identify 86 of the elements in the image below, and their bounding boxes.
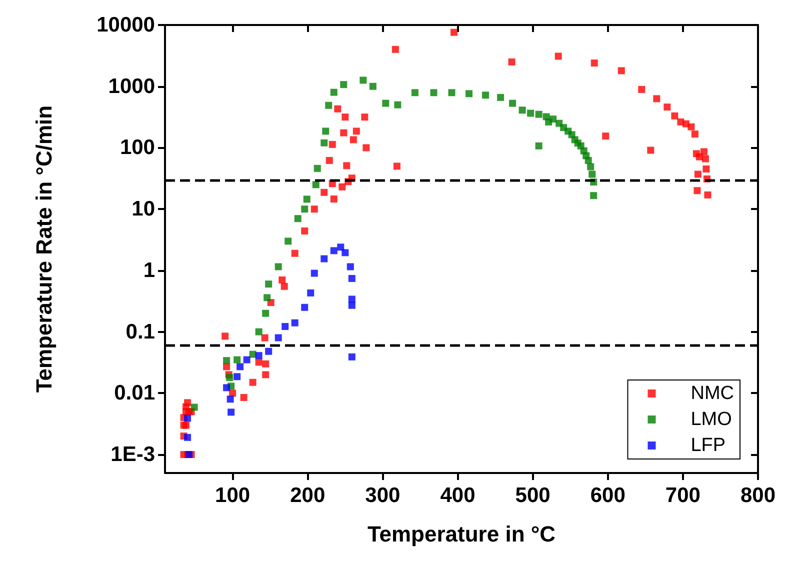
point [360,76,367,84]
x-tick-label: 500 [515,484,550,507]
point [226,374,234,382]
point [588,170,596,178]
point [587,163,594,170]
y-tick-label: 10000 [96,14,155,36]
point [226,396,234,403]
point [394,101,402,108]
x-tick-label: 100 [215,484,250,507]
y-tick-label: 0.01 [114,382,156,405]
legend-label: LFP [690,435,726,456]
point [550,116,557,123]
legend-label: NMC [690,383,734,404]
point [265,280,272,288]
point [382,100,390,107]
point [497,94,504,101]
point [274,263,282,270]
point [282,323,289,330]
point [236,363,244,370]
point [310,270,318,277]
point [322,128,330,135]
point [255,352,262,360]
point [346,263,354,270]
x-tick-label: 700 [665,484,700,507]
point [190,404,198,411]
point [307,289,314,296]
x-tick-label: 600 [590,484,626,507]
point [274,334,282,342]
point [340,81,348,88]
point [430,89,438,96]
point [330,88,338,96]
point [255,328,262,336]
point [527,110,534,117]
point [243,356,250,364]
point [330,247,338,254]
x-tick-label: 800 [740,484,776,507]
y-axis-title: Temperature Rate in °C/min [32,105,56,393]
point [535,142,542,150]
y-tick-label: 1 [143,258,156,282]
y-tick-label: 1000 [108,74,155,98]
point [301,206,308,213]
x-axis-title: Temperature in °C [367,522,556,546]
point [348,296,356,303]
point [348,353,356,360]
point [303,196,310,203]
point [320,139,328,146]
point [320,255,328,262]
point [325,102,332,109]
point [312,181,320,188]
point [234,373,241,380]
legend-label: LMO [690,409,732,430]
point [584,156,592,164]
point [314,164,321,172]
point [466,90,473,98]
point [223,384,230,392]
point [509,100,516,107]
point [223,357,230,364]
point [518,106,526,114]
point [264,294,271,302]
point [184,434,192,441]
y-tick-label: 1E-3 [110,443,155,466]
y-tick-label: 100 [120,136,155,160]
point [369,82,376,90]
point [448,89,456,96]
point [265,348,272,355]
point [348,274,356,282]
point [228,408,235,416]
point [262,310,270,317]
point [337,244,344,251]
point [234,356,241,364]
point [184,414,192,422]
point [284,238,292,245]
point [291,319,298,326]
x-tick-label: 300 [365,484,400,507]
x-tick-label: 400 [440,484,476,507]
x-tick-label: 200 [290,484,326,507]
point [294,215,302,222]
point [301,304,308,311]
point [411,89,418,96]
point [482,92,490,99]
point [535,110,542,118]
point [348,302,356,309]
point [342,249,349,256]
y-tick-label: 10 [132,198,155,221]
point [590,192,598,200]
y-tick-label: 0.1 [126,320,156,344]
